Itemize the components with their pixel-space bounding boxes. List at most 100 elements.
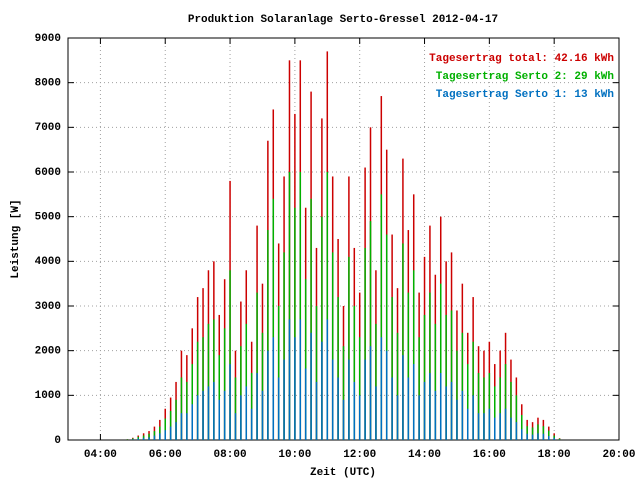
bar [418, 395, 420, 440]
bar [369, 221, 372, 440]
bar [380, 194, 383, 440]
bar [488, 373, 491, 440]
x-tick-label: 16:00 [473, 449, 506, 461]
x-tick-label: 12:00 [343, 449, 376, 461]
bar [439, 283, 442, 440]
bar [429, 292, 431, 440]
bar [331, 359, 334, 440]
bar [456, 350, 458, 440]
y-axis-label: Leistung [W] [10, 199, 22, 278]
bar [434, 390, 437, 440]
x-tick-label: 18:00 [538, 449, 571, 461]
bar [385, 350, 388, 440]
bar [348, 256, 350, 440]
y-tick-label: 8000 [35, 78, 61, 90]
bar [326, 172, 329, 440]
bar [169, 410, 172, 440]
bar [321, 341, 323, 440]
y-tick-label: 3000 [35, 301, 61, 313]
bar [375, 323, 377, 440]
bar [407, 292, 410, 440]
bar [250, 408, 253, 440]
bar [132, 438, 134, 440]
bar [499, 413, 501, 440]
bar [294, 337, 296, 440]
bar [526, 433, 528, 440]
bar [364, 359, 366, 440]
bar [196, 341, 199, 440]
bar [402, 243, 404, 440]
bar [137, 436, 139, 440]
bar [299, 319, 302, 440]
y-tick-label: 1000 [35, 390, 61, 402]
bar [229, 364, 231, 440]
bar [164, 418, 166, 440]
bar [148, 433, 150, 440]
bar [358, 337, 361, 440]
bar [207, 386, 210, 440]
bar [283, 359, 285, 440]
bar [445, 314, 447, 440]
bar [358, 395, 361, 440]
bar [310, 332, 312, 440]
bar [537, 433, 539, 440]
bar [337, 377, 339, 440]
bar [202, 337, 204, 440]
x-tick-label: 06:00 [149, 449, 182, 461]
x-tick-label: 04:00 [84, 449, 117, 461]
bar [277, 377, 280, 440]
bar [537, 424, 539, 440]
bar [434, 323, 437, 440]
bar [326, 319, 329, 440]
bar [256, 373, 258, 440]
bar [439, 373, 442, 440]
bar [283, 252, 285, 440]
bar [288, 319, 291, 440]
bar [315, 306, 318, 440]
bar [548, 430, 550, 440]
bar [191, 364, 193, 440]
bar [385, 234, 388, 440]
bar [510, 381, 512, 440]
bar [207, 323, 210, 440]
bar [315, 381, 318, 440]
bar [380, 337, 383, 440]
bar [494, 386, 496, 440]
bar [396, 395, 399, 440]
bar [488, 408, 491, 440]
bar [450, 310, 453, 440]
bar [526, 426, 528, 440]
bar [277, 306, 280, 440]
bar [299, 172, 302, 440]
bar [391, 377, 393, 440]
bar [429, 373, 431, 440]
bar [504, 364, 507, 440]
bar [342, 399, 345, 440]
legend-entry: Tagesertrag Serto 2: 29 kWh [436, 71, 614, 83]
legend-entry: Tagesertrag total: 42.16 kWh [429, 53, 614, 65]
bar [364, 247, 366, 440]
bar [196, 395, 199, 440]
bar [515, 422, 518, 440]
y-tick-label: 9000 [35, 33, 61, 45]
bar [553, 437, 555, 440]
bar [267, 230, 269, 440]
bar [175, 422, 177, 440]
bar [531, 427, 534, 440]
bar [456, 399, 458, 440]
bar [353, 306, 356, 440]
bar [126, 439, 129, 440]
bar [542, 433, 545, 440]
bar [245, 386, 248, 440]
bar [186, 381, 188, 440]
bar [353, 381, 356, 440]
bar [159, 433, 161, 440]
bar [499, 377, 501, 440]
bar [294, 207, 296, 440]
bar [304, 279, 307, 440]
bar [223, 328, 226, 440]
bar [423, 381, 426, 440]
bar [472, 341, 474, 440]
bar [510, 417, 512, 440]
